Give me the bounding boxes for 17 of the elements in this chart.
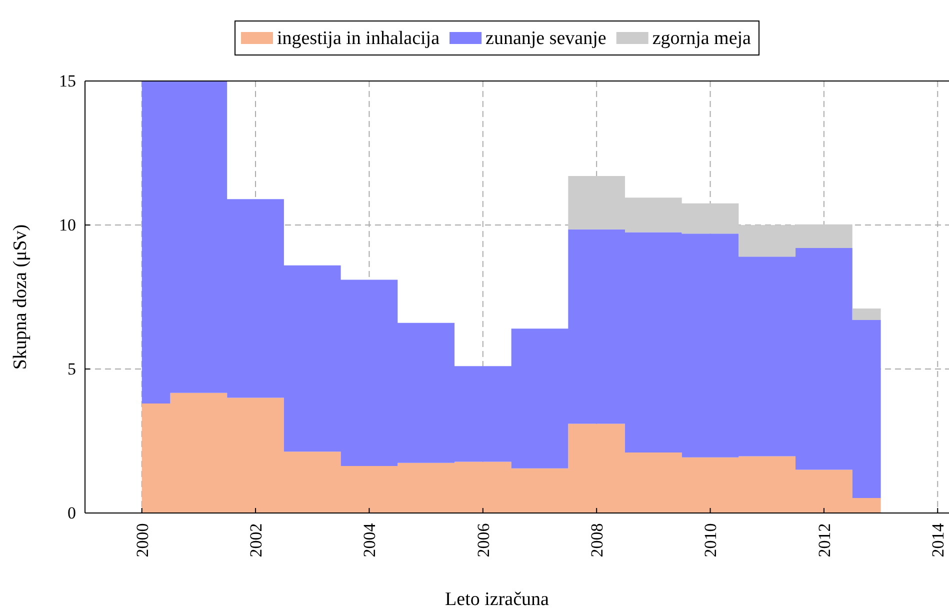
x-tick-label: 2006 <box>474 523 493 558</box>
x-axis-title: Leto izračuna <box>445 589 550 608</box>
legend-label: zunanje sevanje <box>486 28 606 49</box>
y-tick-label: 5 <box>68 359 76 378</box>
y-tick-label: 15 <box>59 71 76 90</box>
legend-label: ingestija in inhalacija <box>277 28 440 49</box>
y-tick-label: 0 <box>68 503 76 522</box>
y-axis-title: Skupna doza (μSv) <box>10 224 31 370</box>
x-tick-label: 2000 <box>132 523 152 558</box>
x-tick-label: 2008 <box>588 523 607 558</box>
x-tick-label: 2002 <box>246 523 266 558</box>
y-tick-label: 10 <box>59 215 76 234</box>
legend-label: zgornja meja <box>652 28 752 49</box>
x-tick-label: 2012 <box>814 523 834 558</box>
x-tick-label: 2004 <box>360 522 380 558</box>
x-tick-label: 2014 <box>928 522 948 558</box>
x-tick-label: 2010 <box>701 523 720 558</box>
